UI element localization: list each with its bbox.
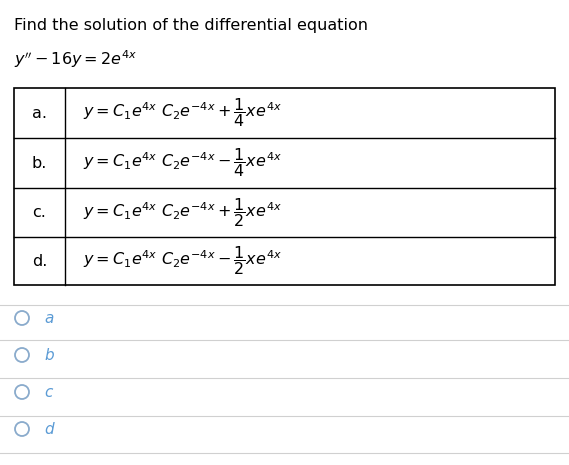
Text: a: a [44,311,53,325]
Text: b: b [44,347,53,363]
Text: d: d [44,421,53,437]
Text: $y'' - 16y = 2e^{4x}$: $y'' - 16y = 2e^{4x}$ [14,48,137,70]
Text: c.: c. [32,205,47,220]
Text: b.: b. [32,155,47,171]
Text: $y = C_1e^{4x}\ C_2e^{-4x} + \dfrac{1}{2}xe^{4x}$: $y = C_1e^{4x}\ C_2e^{-4x} + \dfrac{1}{2… [83,196,282,229]
Text: $y = C_1e^{4x}\ C_2e^{-4x} + \dfrac{1}{4}xe^{4x}$: $y = C_1e^{4x}\ C_2e^{-4x} + \dfrac{1}{4… [83,97,282,129]
Bar [14,88,555,285]
Text: $y = C_1e^{4x}\ C_2e^{-4x} - \dfrac{1}{2}xe^{4x}$: $y = C_1e^{4x}\ C_2e^{-4x} - \dfrac{1}{2… [83,245,282,278]
Text: d.: d. [32,253,47,268]
Text: c: c [44,385,52,399]
Text: a.: a. [32,106,47,120]
Text: Find the solution of the differential equation: Find the solution of the differential eq… [14,18,368,33]
Text: $y = C_1e^{4x}\ C_2e^{-4x} - \dfrac{1}{4}xe^{4x}$: $y = C_1e^{4x}\ C_2e^{-4x} - \dfrac{1}{4… [83,146,282,179]
